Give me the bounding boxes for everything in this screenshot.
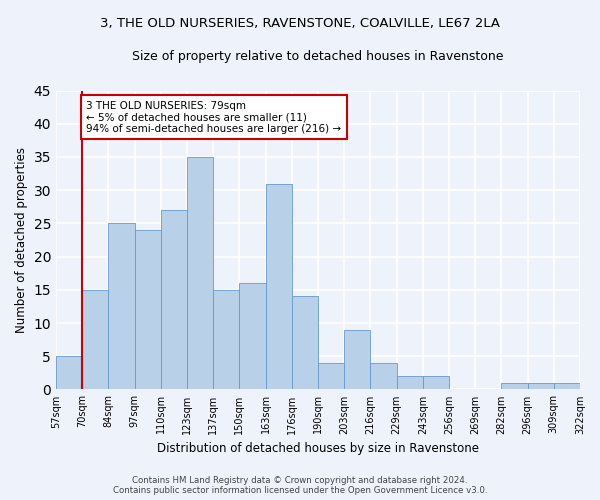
Bar	[213, 290, 239, 390]
Bar	[134, 230, 161, 390]
Bar	[187, 157, 213, 390]
Bar	[318, 363, 344, 390]
Bar	[397, 376, 423, 390]
X-axis label: Distribution of detached houses by size in Ravenstone: Distribution of detached houses by size …	[157, 442, 479, 455]
Text: 3, THE OLD NURSERIES, RAVENSTONE, COALVILLE, LE67 2LA: 3, THE OLD NURSERIES, RAVENSTONE, COALVI…	[100, 18, 500, 30]
Bar	[344, 330, 370, 390]
Bar	[423, 376, 449, 390]
Bar	[109, 224, 134, 390]
Y-axis label: Number of detached properties: Number of detached properties	[15, 147, 28, 333]
Bar	[266, 184, 292, 390]
Bar	[502, 383, 527, 390]
Text: 3 THE OLD NURSERIES: 79sqm
← 5% of detached houses are smaller (11)
94% of semi-: 3 THE OLD NURSERIES: 79sqm ← 5% of detac…	[86, 100, 341, 134]
Title: Size of property relative to detached houses in Ravenstone: Size of property relative to detached ho…	[132, 50, 504, 63]
Bar	[161, 210, 187, 390]
Bar	[292, 296, 318, 390]
Bar	[370, 363, 397, 390]
Bar	[239, 283, 266, 390]
Text: Contains HM Land Registry data © Crown copyright and database right 2024.
Contai: Contains HM Land Registry data © Crown c…	[113, 476, 487, 495]
Bar	[56, 356, 82, 390]
Bar	[554, 383, 580, 390]
Bar	[82, 290, 109, 390]
Bar	[527, 383, 554, 390]
